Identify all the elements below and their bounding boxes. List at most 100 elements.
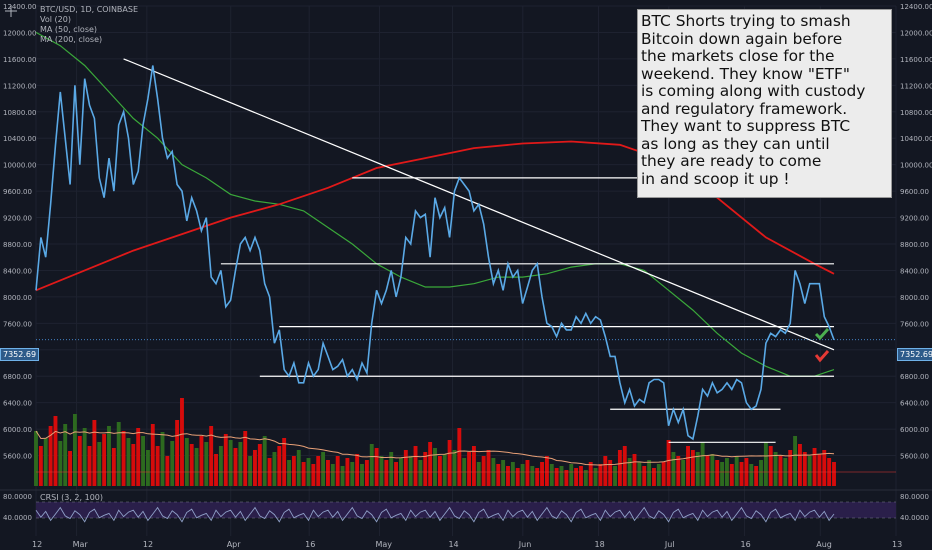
volume-bar xyxy=(262,436,267,486)
volume-bar xyxy=(467,452,472,486)
annotation-line: they are ready to come xyxy=(641,152,822,170)
y-axis-left: 12400.00 12000.00 11600.00 11200.00 10800.00… xyxy=(3,3,36,522)
volume-bar xyxy=(471,446,476,486)
volume-bar xyxy=(720,462,725,486)
volume-bar xyxy=(321,452,326,486)
volume-bar xyxy=(593,468,598,486)
legend-symbol[interactable]: BTC/USD, 1D, COINBASE xyxy=(40,5,139,14)
legend-ma50[interactable]: MA (50, close) xyxy=(40,25,98,34)
volume-bars xyxy=(34,398,896,486)
crsi-tick-label: 40.0000 xyxy=(900,514,929,522)
y-tick-label: 8400.00 xyxy=(900,267,929,275)
y-tick-label: 9200.00 xyxy=(3,215,32,223)
volume-bar xyxy=(759,460,763,486)
annotation-callout[interactable]: BTC Shorts trying to smash Bitcoin down … xyxy=(637,9,892,198)
x-tick-label: Aug xyxy=(816,540,832,549)
volume-bar xyxy=(433,448,437,486)
volume-bar xyxy=(554,468,559,486)
volume-bar xyxy=(564,470,569,486)
volume-bar xyxy=(68,451,73,486)
volume-bar xyxy=(175,420,180,486)
volume-bar xyxy=(676,456,681,486)
volume-bar xyxy=(832,462,836,486)
ma50-line xyxy=(35,31,835,377)
red-check-icon xyxy=(814,350,830,363)
volume-bar xyxy=(540,462,544,486)
volume-bar xyxy=(588,462,593,486)
volume-bar xyxy=(282,438,287,486)
volume-bar xyxy=(506,466,510,486)
volume-bar xyxy=(705,456,710,486)
volume-bar xyxy=(209,426,214,486)
volume-bar xyxy=(671,452,676,486)
volume-bar xyxy=(116,422,121,486)
volume-bar xyxy=(525,460,530,486)
volume-bar xyxy=(817,454,822,486)
volume-bar xyxy=(754,466,759,486)
y-tick-label: 7600.00 xyxy=(3,320,32,328)
volume-bar xyxy=(681,460,686,486)
y-tick-label: 11200.00 xyxy=(900,82,932,90)
volume-bar xyxy=(394,462,399,486)
volume-bar xyxy=(734,456,739,486)
volume-bar xyxy=(194,448,199,486)
y-tick-label: 6000.00 xyxy=(900,426,929,434)
crosshair-icon[interactable] xyxy=(4,4,18,18)
x-axis: 12 Mar 12 Apr 16 May 14 Jun 18 Jul 16 Aug 13 xyxy=(32,540,902,549)
volume-bar xyxy=(715,460,720,486)
x-tick-label: 18 xyxy=(595,540,605,549)
volume-bar xyxy=(184,438,189,486)
volume-bar xyxy=(739,462,744,486)
volume-bar xyxy=(364,460,369,486)
annotation-line: weekend. They know "ETF" xyxy=(641,64,850,83)
y-tick-label: 8800.00 xyxy=(900,241,929,249)
volume-bar xyxy=(204,442,209,486)
volume-bar xyxy=(598,464,603,486)
volume-bar xyxy=(437,456,442,486)
legend-volume[interactable]: Vol (20) xyxy=(40,15,71,24)
volume-bar xyxy=(559,466,564,486)
volume-bar xyxy=(608,460,613,486)
volume-bar xyxy=(700,442,705,486)
volume-bar xyxy=(666,440,671,486)
crsi-band xyxy=(36,502,896,518)
volume-bar xyxy=(729,464,734,486)
volume-bar xyxy=(389,452,394,486)
legend-ma200[interactable]: MA (200, close) xyxy=(40,35,103,44)
volume-bar xyxy=(384,460,389,486)
volume-bar xyxy=(214,454,218,486)
y-tick-label: 8000.00 xyxy=(900,294,929,302)
x-tick-label: Jun xyxy=(518,540,532,549)
y-tick-label: 12400.00 xyxy=(900,3,932,11)
volume-bar xyxy=(141,436,145,486)
volume-ma-line xyxy=(35,430,835,466)
annotation-line: as long as they can until xyxy=(641,134,830,153)
volume-bar xyxy=(111,448,116,486)
annotation-line: BTC Shorts trying to smash xyxy=(641,12,851,30)
volume-bar xyxy=(812,448,817,486)
y-axis-right: 12400.00 12000.00 11600.00 11200.00 10800.00… xyxy=(900,3,932,522)
crsi-line xyxy=(35,506,835,523)
crsi-tick-label: 80.0000 xyxy=(3,493,32,501)
y-tick-label: 10000.00 xyxy=(900,162,932,170)
volume-bar xyxy=(355,454,360,486)
volume-bar xyxy=(160,432,165,486)
annotation-line: and regulatory framework. xyxy=(641,99,848,118)
x-tick-label: Jul xyxy=(664,540,675,549)
volume-bar xyxy=(287,460,291,486)
volume-bar xyxy=(92,420,97,486)
y-tick-label: 9600.00 xyxy=(3,188,32,196)
y-tick-label: 12000.00 xyxy=(900,29,932,37)
volume-bar xyxy=(603,456,608,486)
volume-bar xyxy=(126,438,131,486)
crsi-series xyxy=(0,489,932,523)
volume-bar xyxy=(145,450,150,486)
x-tick-label: 13 xyxy=(892,540,902,549)
volume-bar xyxy=(535,468,540,486)
volume-bar xyxy=(710,454,715,486)
volume-bar xyxy=(617,450,622,486)
volume-bar xyxy=(107,426,111,486)
volume-bar xyxy=(496,464,501,486)
volume-bar xyxy=(544,456,549,486)
